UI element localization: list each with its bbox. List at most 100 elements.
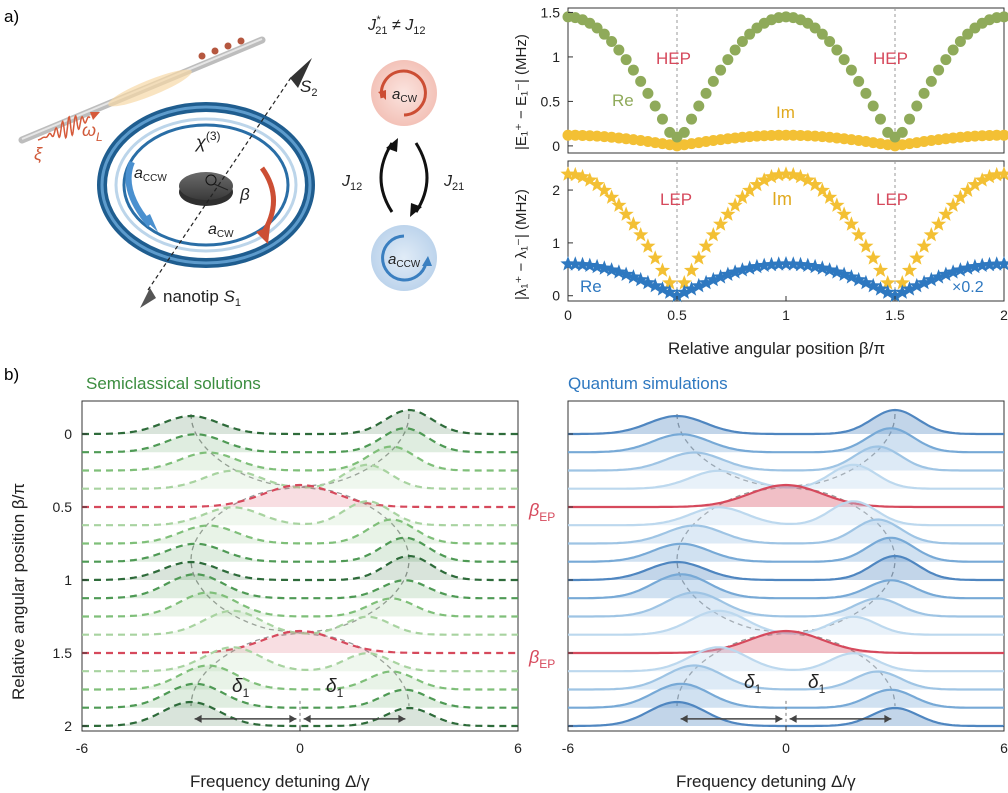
q-row-line xyxy=(568,609,1004,636)
quantum-xlabel: Frequency detuning Δ/γ xyxy=(676,772,856,791)
re-point-top xyxy=(911,100,923,112)
lep-label-2: LEP xyxy=(876,190,908,209)
re-star-mid xyxy=(822,262,838,277)
svg-text:δ1: δ1 xyxy=(808,672,826,696)
lep-label-1: LEP xyxy=(660,190,692,209)
q-xtick-label: 6 xyxy=(1000,740,1008,756)
left-coupling-sub: 12 xyxy=(350,181,362,193)
re-star-mid xyxy=(662,284,678,299)
im-star-mid xyxy=(720,206,736,221)
sc-row-line xyxy=(82,629,518,655)
re-star-mid xyxy=(611,264,627,279)
sc-row-fill xyxy=(82,592,518,617)
re-point-top xyxy=(845,64,857,76)
re-point-top xyxy=(831,44,843,56)
omega-label: ω xyxy=(82,120,96,140)
re-star-mid xyxy=(800,257,816,272)
re-star-mid xyxy=(633,271,649,287)
im-star-mid xyxy=(582,172,598,187)
sc-row-line xyxy=(82,664,518,691)
re-star-mid xyxy=(742,260,758,275)
im-star-mid xyxy=(829,197,845,212)
re-point-top xyxy=(722,54,734,66)
bottom-mode-sub: CCW xyxy=(396,259,420,270)
re-star-mid xyxy=(894,284,910,299)
re-star-mid xyxy=(814,260,830,275)
beta-ep-1: β xyxy=(528,500,539,520)
im-star-mid xyxy=(567,166,583,182)
re-star-mid xyxy=(705,271,721,287)
re-star-mid xyxy=(560,256,576,271)
s2-label: S xyxy=(300,77,312,96)
sc-row-fill xyxy=(82,647,518,672)
im-star-mid xyxy=(938,206,954,221)
q-row-line xyxy=(568,536,1004,563)
sc-row-line xyxy=(82,609,518,636)
re-star-mid xyxy=(865,277,881,293)
mid-xtick-label: 0 xyxy=(564,307,572,323)
q-row-line xyxy=(568,573,1004,600)
im-star-mid xyxy=(691,250,707,265)
sc-row-line xyxy=(82,646,518,673)
im-star-mid xyxy=(880,275,896,290)
right-coupling-label: J xyxy=(443,173,453,190)
q-row-line xyxy=(568,483,1004,509)
im-star-mid xyxy=(858,238,874,253)
re-star-mid xyxy=(901,281,918,296)
top-ytick-label: 0 xyxy=(552,138,560,154)
re-point-top xyxy=(613,44,625,56)
im-star-mid xyxy=(843,216,859,231)
q-row-line xyxy=(568,591,1004,618)
im-star-mid xyxy=(785,166,801,182)
accw-label: a xyxy=(134,165,143,182)
beta-ep-2: β xyxy=(528,647,539,667)
mid-ytick-label: 0 xyxy=(552,288,560,304)
im-star-mid xyxy=(894,275,910,290)
re-star-mid xyxy=(683,281,700,296)
panel-b-label: b) xyxy=(4,365,19,384)
svg-text:aCW: aCW xyxy=(208,221,234,240)
im-star-mid xyxy=(742,182,758,197)
right-coupling-sub: 21 xyxy=(452,181,464,193)
re-point-top xyxy=(715,64,727,76)
im-star-mid xyxy=(698,238,714,253)
sc-arrowhead-0 xyxy=(194,714,202,723)
chart-semiclassical: Semiclassical solutions -6 0 6 0 0.5 1 1.5 2 Re… xyxy=(9,374,522,791)
chart-mid-xlabel: Relative angular position β/π xyxy=(668,339,885,358)
sc-row-line xyxy=(82,554,518,582)
im-star-mid xyxy=(560,166,576,181)
sc-row-line xyxy=(82,591,518,618)
re-star-mid xyxy=(582,257,598,272)
re-star-mid xyxy=(647,277,663,293)
bottom-mode-label: a xyxy=(388,251,396,268)
q-xtick-label: 0 xyxy=(782,740,790,756)
chart-top-ylabel: |E₁⁺ − E₁⁻| (MHz) xyxy=(513,34,530,150)
q-row-fill xyxy=(568,610,1004,635)
im-point-top xyxy=(998,129,1008,141)
sc-row-fill xyxy=(82,428,518,453)
q-row-fill xyxy=(568,485,1004,507)
re-star-mid xyxy=(960,260,976,275)
q-row-line xyxy=(568,463,1004,490)
re-star-mid xyxy=(676,284,692,299)
mid-xtick-label: 0.5 xyxy=(667,307,687,323)
re-star-mid xyxy=(974,257,990,272)
re-star-mid xyxy=(938,266,954,281)
im-star-mid xyxy=(909,250,925,265)
re-star-mid xyxy=(640,274,656,290)
re-point-top xyxy=(649,100,661,112)
mid-ytick-label: 1 xyxy=(552,235,560,251)
im-star-mid xyxy=(901,262,918,277)
sc-delta-2-sub: 1 xyxy=(337,686,344,700)
q-row-fill xyxy=(568,592,1004,617)
re-star-mid xyxy=(792,256,809,272)
re-point-top xyxy=(860,87,872,99)
sc-ytick-label: 0 xyxy=(64,426,72,442)
im-star-mid xyxy=(676,275,692,290)
re-star-mid xyxy=(749,258,765,274)
hep-label-2: HEP xyxy=(873,49,908,68)
re-point-top xyxy=(925,75,937,87)
wave-arrow-icon xyxy=(90,112,100,120)
im-star-mid xyxy=(807,176,823,192)
s1-sub: 1 xyxy=(235,297,241,309)
